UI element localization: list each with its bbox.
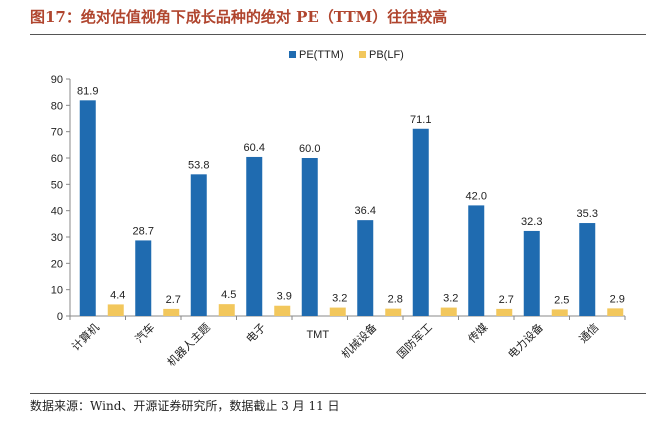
title-rule xyxy=(30,34,646,35)
pb-bar-3 xyxy=(218,304,235,316)
x-category-label: 机械设备 xyxy=(338,320,379,361)
pb-value-label-8: 2.7 xyxy=(499,294,514,306)
pe-bar-7 xyxy=(412,128,429,316)
legend-label-pe: PE(TTM) xyxy=(299,49,344,61)
pe-bar-2 xyxy=(135,240,152,316)
x-category-label: 电子 xyxy=(244,321,269,346)
pb-value-label-7: 3.2 xyxy=(443,293,458,305)
pe-bar-4 xyxy=(246,156,263,316)
pb-value-label-5: 3.2 xyxy=(332,293,347,305)
pe-value-label-1: 81.9 xyxy=(77,85,98,97)
pe-value-label-2: 28.7 xyxy=(133,225,154,237)
legend-label-pb: PB(LF) xyxy=(369,49,404,61)
x-category-label: 国防军工 xyxy=(394,320,435,361)
pe-value-label-10: 35.3 xyxy=(577,208,598,220)
pb-bar-5 xyxy=(329,307,346,316)
pb-bar-8 xyxy=(496,308,513,316)
pb-bar-1 xyxy=(107,304,124,316)
pb-value-label-10: 2.9 xyxy=(610,293,625,305)
legend-swatch-pe xyxy=(289,51,296,58)
y-tick-label: 30 xyxy=(51,232,63,244)
pb-value-label-1: 4.4 xyxy=(110,289,125,301)
x-category-label: 汽车 xyxy=(132,320,157,345)
pe-bar-10 xyxy=(579,223,596,316)
pb-bar-7 xyxy=(440,307,457,316)
pe-value-label-4: 60.4 xyxy=(244,142,265,154)
legend-swatch-pb xyxy=(359,51,366,58)
pe-value-label-7: 71.1 xyxy=(410,114,431,126)
source-rule xyxy=(30,393,646,394)
pe-bar-8 xyxy=(468,205,485,316)
x-category-label: 电力设备 xyxy=(505,320,546,361)
pe-value-label-9: 32.3 xyxy=(521,216,542,228)
pb-value-label-6: 2.8 xyxy=(388,294,403,306)
pe-value-label-6: 36.4 xyxy=(355,205,376,217)
pe-value-label-3: 53.8 xyxy=(188,159,209,171)
pe-value-label-8: 42.0 xyxy=(466,190,487,202)
y-tick-label: 60 xyxy=(51,153,63,165)
source-note: 数据来源：Wind、开源证券研究所，数据截止 3 月 11 日 xyxy=(30,399,340,413)
x-category-label: 机器人主题 xyxy=(164,320,213,369)
y-tick-label: 70 xyxy=(51,127,63,139)
pb-bar-6 xyxy=(385,308,402,316)
pe-bar-6 xyxy=(357,220,374,316)
x-category-label: 传媒 xyxy=(466,321,491,346)
pb-value-label-3: 4.5 xyxy=(221,289,236,301)
pe-value-label-5: 60.0 xyxy=(299,143,320,155)
pb-bar-4 xyxy=(274,305,291,316)
pb-value-label-9: 2.5 xyxy=(554,294,569,306)
y-tick-label: 80 xyxy=(51,100,63,112)
pb-value-label-4: 3.9 xyxy=(277,291,292,303)
pe-bar-3 xyxy=(190,174,207,316)
figure-title: 图17：绝对估值视角下成长品种的绝对 PE（TTM）往往较高 xyxy=(30,8,448,26)
x-category-label: 计算机 xyxy=(69,320,102,353)
y-tick-label: 10 xyxy=(51,285,63,297)
pb-bar-9 xyxy=(551,309,568,316)
y-tick-label: 20 xyxy=(51,258,63,270)
pe-bar-9 xyxy=(523,230,540,316)
y-tick-label: 40 xyxy=(51,206,63,218)
pe-bar-1 xyxy=(79,100,96,316)
y-tick-label: 0 xyxy=(57,311,63,323)
pb-value-label-2: 2.7 xyxy=(166,294,181,306)
x-category-label: 通信 xyxy=(577,321,602,346)
y-tick-label: 90 xyxy=(51,74,63,86)
pb-bar-10 xyxy=(607,308,624,316)
pb-bar-2 xyxy=(163,308,180,316)
y-tick-label: 50 xyxy=(51,179,63,191)
x-category-label: TMT xyxy=(306,329,329,341)
pe-bar-5 xyxy=(301,158,318,316)
